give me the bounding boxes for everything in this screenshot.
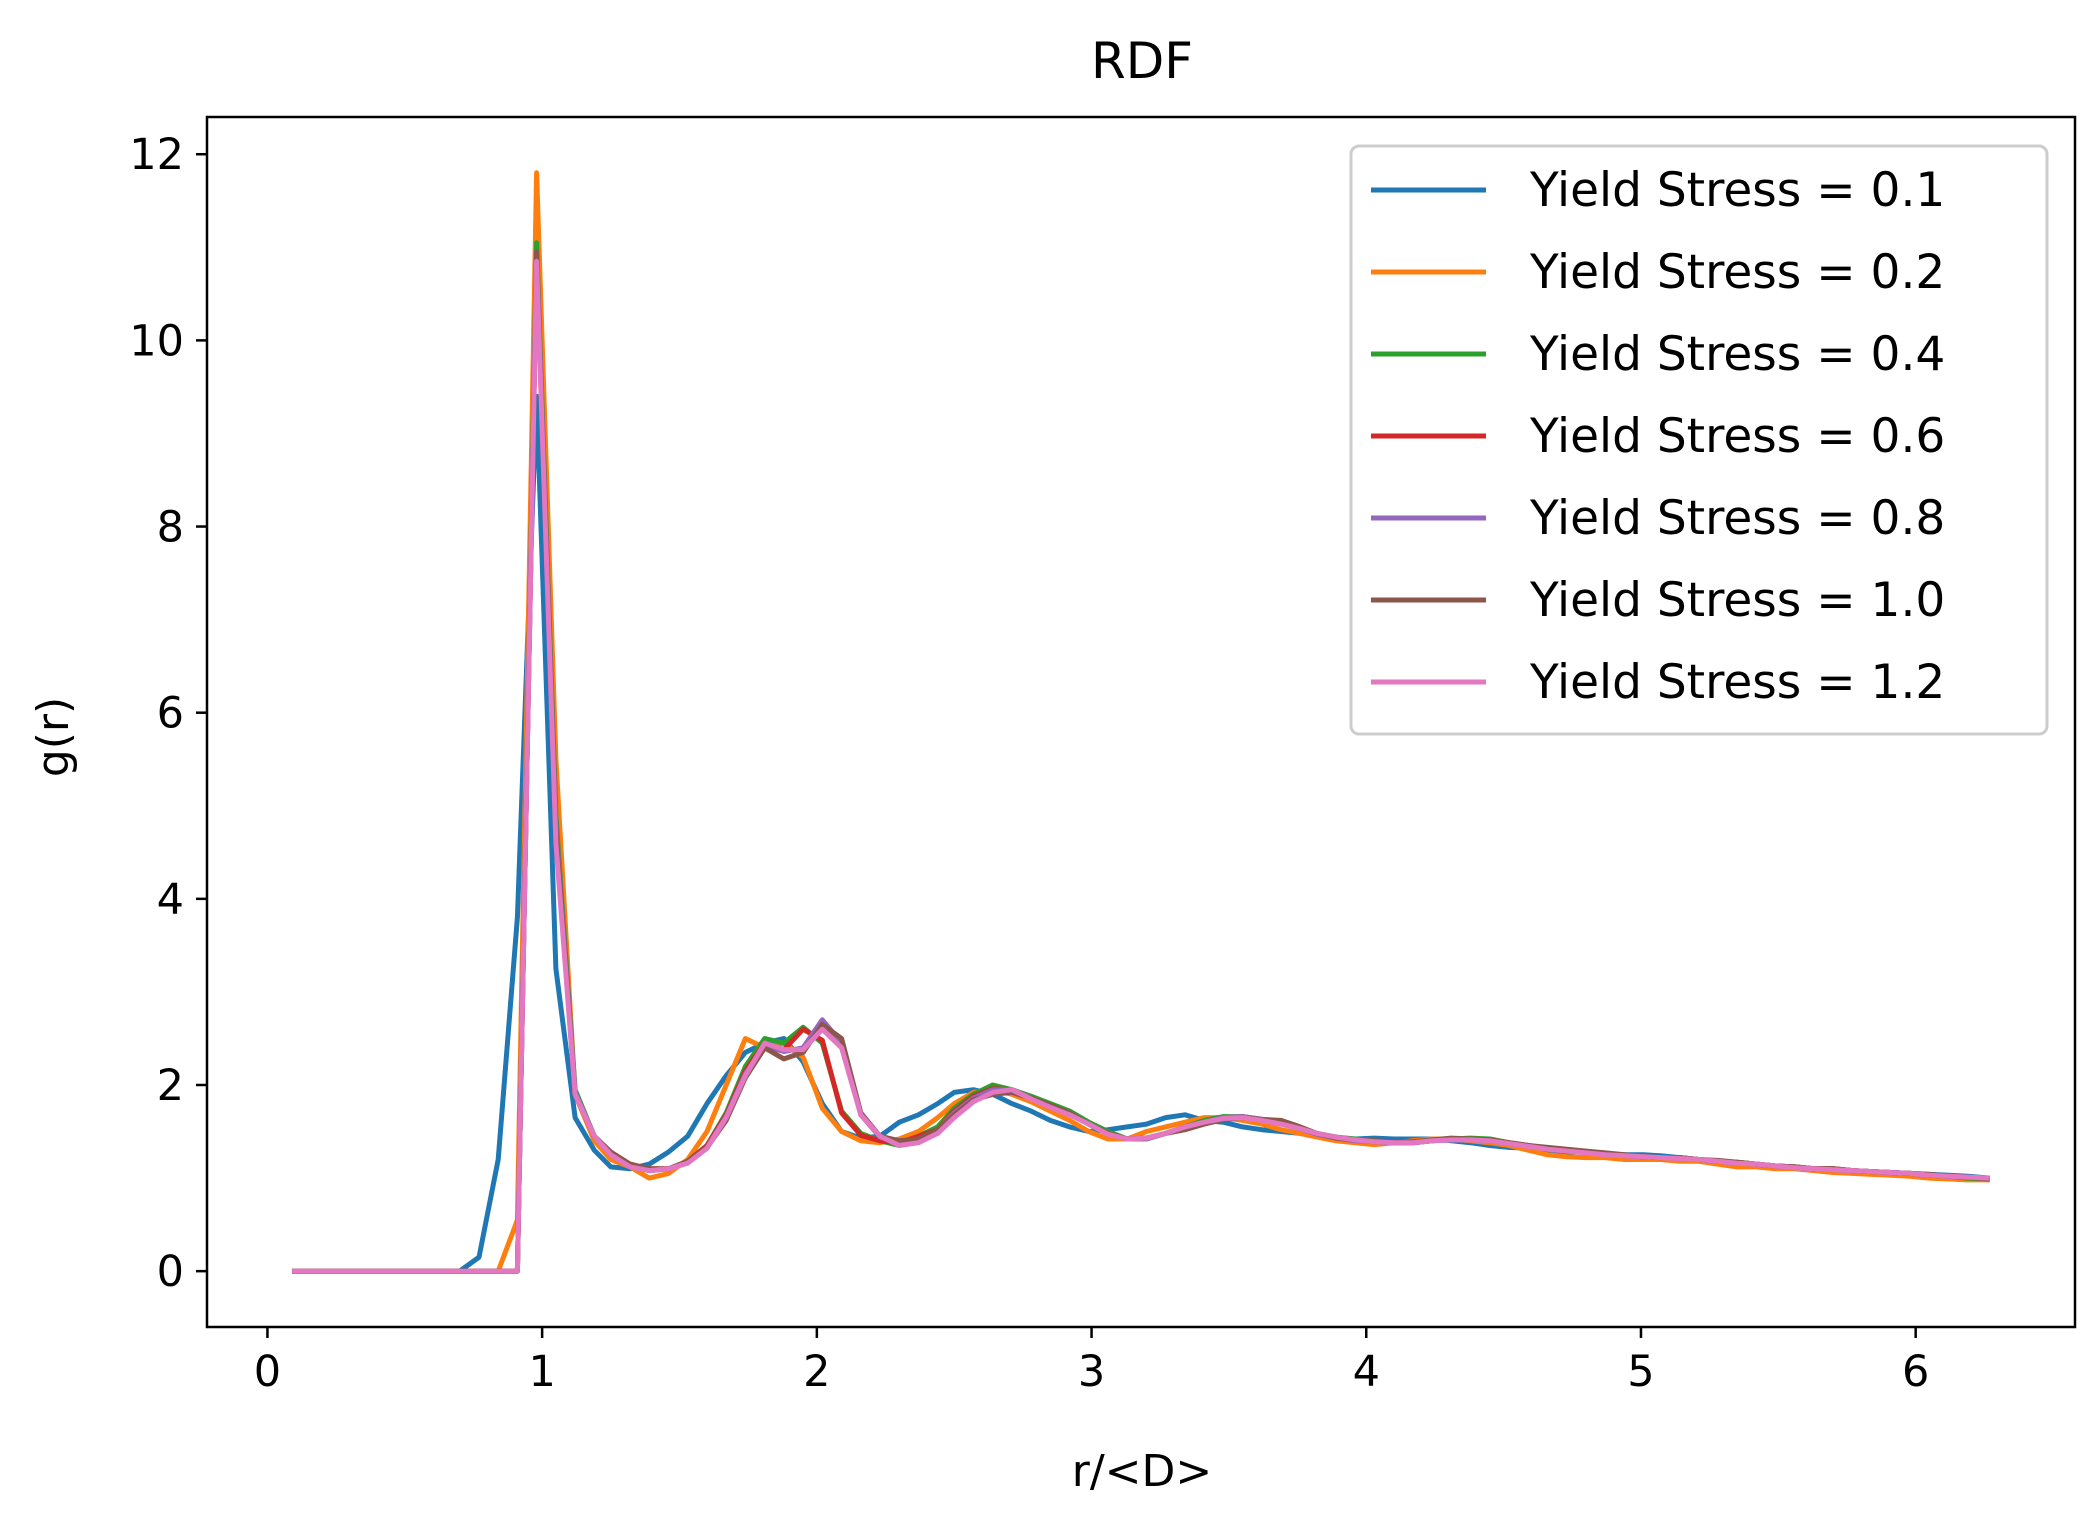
legend: Yield Stress = 0.1 Yield Stress = 0.2 Yiel… <box>1349 144 2049 736</box>
y-tick-label: 8 <box>157 503 184 553</box>
y-tick-label: 10 <box>129 316 184 366</box>
x-axis: 0 1 2 3 4 5 6 <box>254 1327 1929 1397</box>
legend-entry-label: Yield Stress = 0.8 <box>1529 491 1945 546</box>
legend-entry-label: Yield Stress = 0.1 <box>1529 163 1945 218</box>
x-tick-label: 1 <box>528 1347 555 1397</box>
x-axis-label: r/<D> <box>1072 1446 1213 1497</box>
legend-entry-label: Yield Stress = 0.6 <box>1529 409 1945 464</box>
x-tick-label: 0 <box>254 1347 281 1397</box>
y-tick-label: 2 <box>157 1061 184 1111</box>
y-tick-label: 4 <box>157 875 184 925</box>
legend-entry-label: Yield Stress = 0.4 <box>1529 327 1945 382</box>
y-tick-label: 0 <box>157 1247 184 1297</box>
plot-frame <box>205 115 2077 1329</box>
y-axis-label: g(r) <box>28 697 79 777</box>
x-tick-label: 6 <box>1902 1347 1929 1397</box>
series-line-7 <box>292 258 1990 1274</box>
y-axis: 0 2 4 6 8 10 12 <box>129 130 207 1297</box>
chart-title: RDF <box>1091 32 1193 90</box>
plot-area <box>205 115 2077 1329</box>
x-tick-label: 5 <box>1627 1347 1654 1397</box>
x-tick-label: 2 <box>803 1347 830 1397</box>
y-tick-label: 12 <box>129 130 184 180</box>
y-tick-label: 6 <box>157 689 184 739</box>
x-tick-label: 3 <box>1078 1347 1105 1397</box>
legend-box <box>1349 144 2049 736</box>
legend-entry-label: Yield Stress = 1.0 <box>1529 573 1945 628</box>
x-tick-label: 4 <box>1353 1347 1380 1397</box>
legend-entry-label: Yield Stress = 1.2 <box>1529 655 1945 710</box>
legend-entry-label: Yield Stress = 0.2 <box>1529 245 1945 300</box>
